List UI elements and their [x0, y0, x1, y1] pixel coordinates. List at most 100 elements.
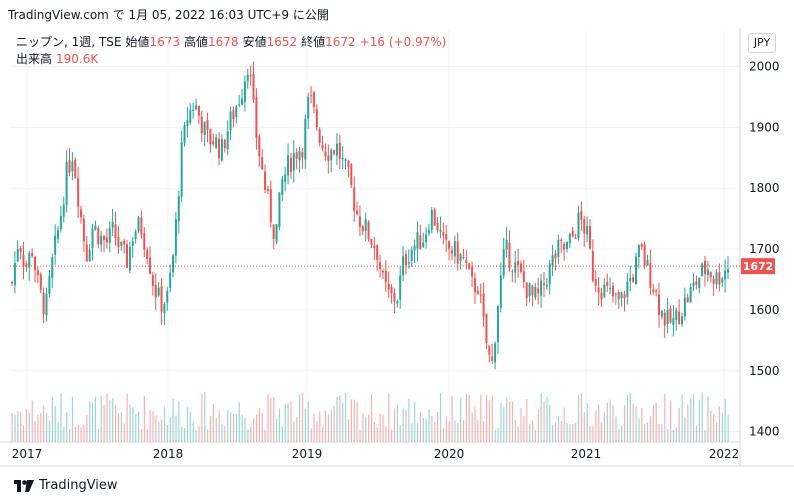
candle-body: [453, 241, 456, 257]
volume-bar: [152, 411, 154, 442]
candle-body: [367, 221, 370, 240]
volume-bar: [595, 410, 597, 442]
candle-body: [373, 245, 376, 249]
volume-bar: [43, 405, 45, 442]
volume-bar: [181, 426, 183, 442]
y-tick-label: 1700: [749, 242, 780, 256]
x-tick-label: 2017: [12, 447, 43, 461]
volume-bar: [77, 424, 79, 442]
volume-bar: [146, 428, 148, 442]
volume-bar: [606, 402, 608, 442]
volume-bar: [695, 425, 698, 442]
x-tick-label: 2022: [709, 447, 740, 461]
tradingview-brand[interactable]: TradingView: [14, 478, 118, 493]
candle-body: [442, 232, 445, 236]
candle-body: [226, 131, 229, 150]
volume-bar: [554, 422, 557, 442]
candle-body: [146, 250, 149, 259]
legend-volume-row: 出来高 190.6K: [16, 51, 450, 68]
volume-bar: [46, 413, 48, 442]
volume-bar: [572, 423, 574, 442]
candle-body: [583, 219, 586, 234]
candle-body: [709, 272, 712, 278]
volume-bar: [727, 415, 729, 442]
volume-bar: [235, 414, 237, 442]
candle-body: [353, 187, 356, 212]
volume-bar: [120, 412, 122, 442]
candle-body: [425, 234, 428, 243]
candle-body: [48, 275, 51, 294]
candle-body: [632, 277, 635, 282]
candle-body: [307, 96, 310, 119]
volume-bar: [100, 395, 102, 442]
candle-body: [126, 244, 129, 268]
candle-body: [620, 292, 623, 299]
currency-button[interactable]: JPY: [748, 33, 776, 53]
candle-body: [28, 253, 31, 268]
candle-body: [686, 297, 689, 303]
candle-body: [560, 239, 563, 242]
y-tick-label: 1800: [749, 181, 780, 195]
volume-bar: [552, 424, 554, 442]
candle-body: [626, 281, 629, 297]
candle-body: [223, 140, 226, 149]
candle-body: [327, 155, 330, 161]
candle-body: [206, 120, 209, 131]
candle-body: [238, 104, 241, 106]
candle-body: [614, 293, 617, 295]
y-tick-label: 1500: [749, 364, 780, 378]
volume-bar: [359, 429, 361, 442]
volume-bar: [483, 421, 485, 442]
candle-body: [51, 257, 54, 278]
volume-bar: [399, 424, 401, 442]
volume-bar: [135, 414, 137, 442]
candle-body: [381, 270, 384, 273]
candle-body: [511, 271, 514, 273]
volume-bar: [575, 422, 577, 442]
volume-bar: [94, 396, 97, 442]
volume-bar: [161, 419, 163, 442]
candle-body: [312, 92, 315, 107]
volume-bar: [247, 429, 249, 442]
legend-high-value: 1678: [208, 35, 239, 49]
candle-body: [597, 287, 600, 293]
volume-bar: [48, 421, 51, 442]
candle-body: [370, 238, 373, 246]
legend-symbol[interactable]: ニップン, 1週, TSE: [16, 35, 122, 49]
candle-body: [31, 252, 34, 256]
candle-body: [574, 238, 577, 240]
candle-body: [100, 235, 103, 245]
candle-body: [358, 216, 361, 228]
volume-bar: [353, 399, 355, 442]
candle-body: [91, 228, 94, 249]
candle-body: [548, 263, 551, 285]
candle-body: [476, 290, 479, 295]
volume-bar: [86, 414, 88, 442]
volume-bar: [462, 420, 465, 442]
volume-bar: [339, 395, 341, 442]
candle-body: [151, 274, 154, 286]
candle-body: [160, 286, 163, 312]
volume-bar: [350, 399, 353, 442]
candle-body: [215, 137, 218, 148]
volume-bar: [115, 405, 117, 442]
candle-body: [499, 275, 502, 308]
candle-body: [272, 224, 275, 239]
candle-body: [522, 271, 525, 282]
volume-bar: [92, 402, 94, 442]
volume-bar: [494, 429, 496, 442]
volume-bar: [649, 416, 652, 442]
candle-body: [338, 142, 341, 159]
candle-body: [174, 218, 177, 256]
volume-bar: [313, 413, 315, 442]
candle-body: [669, 308, 672, 323]
volume-bar: [25, 409, 28, 442]
candle-body: [416, 232, 419, 249]
candle-body: [209, 129, 212, 145]
candle-body: [502, 249, 505, 276]
volume-bar: [437, 411, 439, 442]
volume-bar: [310, 428, 312, 442]
volume-bar: [474, 406, 476, 442]
volume-bar: [109, 400, 111, 442]
